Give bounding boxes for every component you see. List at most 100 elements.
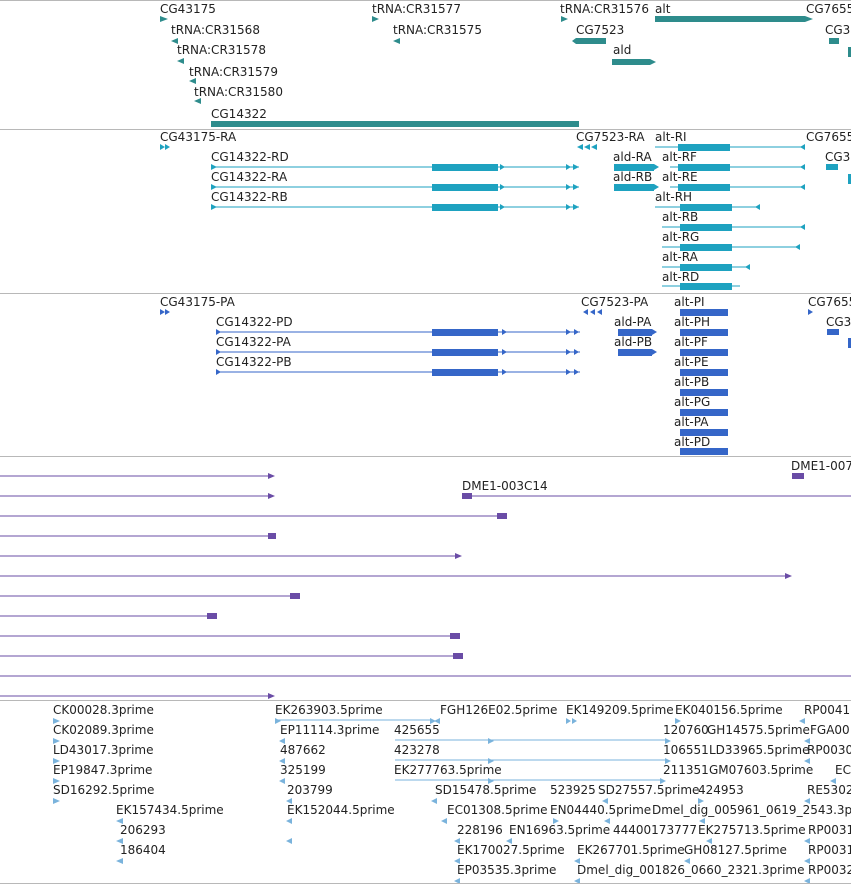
- est-label[interactable]: EC01308.5prime: [447, 803, 548, 817]
- est-label[interactable]: GH14575.5prime: [707, 723, 810, 737]
- est-label[interactable]: 206293: [120, 823, 166, 837]
- est-label[interactable]: 186404: [120, 843, 166, 857]
- est-label[interactable]: FGA00: [810, 723, 850, 737]
- gene-label[interactable]: tRNA:CR31577: [372, 2, 461, 16]
- est-label[interactable]: RE5302: [807, 783, 851, 797]
- gene-label[interactable]: alt: [655, 2, 671, 16]
- protein-label[interactable]: alt-PI: [674, 295, 705, 309]
- protein-label[interactable]: CG14322-PD: [216, 315, 293, 329]
- protein-label[interactable]: ald-PA: [614, 315, 652, 329]
- est-label[interactable]: GH08127.5prime: [684, 843, 787, 857]
- est-label[interactable]: LD43017.3prime: [53, 743, 154, 757]
- gene-label[interactable]: tRNA:CR31580: [194, 85, 283, 99]
- est-label[interactable]: CK00028.3prime: [53, 703, 154, 717]
- protein-label[interactable]: CG14322-PB: [216, 355, 292, 369]
- est-label[interactable]: EC: [835, 763, 851, 777]
- est-label[interactable]: 228196: [457, 823, 503, 837]
- gene-label[interactable]: tRNA:CR31568: [171, 23, 260, 37]
- gene-label[interactable]: CG43175: [160, 2, 216, 16]
- est-label[interactable]: EP19847.3prime: [53, 763, 153, 777]
- est-label[interactable]: EK275713.5prime: [698, 823, 806, 837]
- est-label[interactable]: 203799: [287, 783, 333, 797]
- est-label[interactable]: EK040156.5prime: [675, 703, 783, 717]
- gene-label[interactable]: CG7523: [576, 23, 625, 37]
- gene-label[interactable]: tRNA:CR31576: [560, 2, 649, 16]
- est-label[interactable]: 425655: [394, 723, 440, 737]
- est-label[interactable]: SD16292.5prime: [53, 783, 155, 797]
- alignment-label[interactable]: DME1-003C14: [462, 479, 548, 493]
- est-label[interactable]: 44400173777: [613, 823, 697, 837]
- est-label[interactable]: EN04440.5prime: [550, 803, 652, 817]
- protein-label[interactable]: CG43175-PA: [160, 295, 235, 309]
- protein-label[interactable]: CG7523-PA: [581, 295, 649, 309]
- est-label[interactable]: FGH126E02.5prime: [440, 703, 558, 717]
- transcript-label[interactable]: ald-RA: [613, 150, 652, 164]
- est-label[interactable]: RP0030: [807, 743, 851, 757]
- est-label[interactable]: LD33965.5prime: [709, 743, 810, 757]
- est-label[interactable]: EN16963.5prime: [509, 823, 611, 837]
- est-label[interactable]: EK170027.5prime: [457, 843, 565, 857]
- protein-label[interactable]: CG14322-PA: [216, 335, 291, 349]
- est-label[interactable]: RP0031: [808, 823, 851, 837]
- alignment-label[interactable]: DME1-007: [791, 459, 851, 473]
- transcript-label[interactable]: CG14322-RD: [211, 150, 289, 164]
- gene-label[interactable]: tRNA:CR31579: [189, 65, 278, 79]
- protein-label[interactable]: ald-PB: [614, 335, 653, 349]
- transcript-label[interactable]: alt-RI: [655, 130, 687, 144]
- est-label[interactable]: EK152044.5prime: [287, 803, 395, 817]
- protein-label[interactable]: alt-PB: [674, 375, 710, 389]
- gene-label[interactable]: tRNA:CR31578: [177, 43, 266, 57]
- est-label[interactable]: 106551: [663, 743, 709, 757]
- protein-label[interactable]: alt-PF: [674, 335, 708, 349]
- transcript-label[interactable]: CG43175-RA: [160, 130, 237, 144]
- est-label[interactable]: Dmel_dig_001826_0660_2321.3prime: [577, 863, 805, 877]
- gene-label[interactable]: CG3: [825, 23, 851, 37]
- est-label[interactable]: RP0031: [808, 843, 851, 857]
- est-label[interactable]: GM07603.5prime: [709, 763, 814, 777]
- transcript-label[interactable]: alt-RA: [662, 250, 698, 264]
- protein-label[interactable]: alt-PG: [674, 395, 711, 409]
- transcript-label[interactable]: alt-RH: [655, 190, 693, 204]
- transcript-label[interactable]: alt-RG: [662, 230, 700, 244]
- transcript-label[interactable]: alt-RD: [662, 270, 700, 284]
- est-label[interactable]: EK267701.5prime: [577, 843, 685, 857]
- est-label[interactable]: EK277763.5prime: [394, 763, 502, 777]
- protein-label[interactable]: alt-PD: [674, 435, 711, 449]
- est-label[interactable]: EK157434.5prime: [116, 803, 224, 817]
- gene-label[interactable]: tRNA:CR31575: [393, 23, 482, 37]
- transcript-label[interactable]: alt-RF: [662, 150, 697, 164]
- transcript-label[interactable]: CG14322-RB: [211, 190, 288, 204]
- est-label[interactable]: SD27557.5prime: [598, 783, 700, 797]
- protein-label[interactable]: CG7655: [808, 295, 851, 309]
- gene-label[interactable]: CG14322: [211, 107, 267, 121]
- transcript-label[interactable]: alt-RE: [662, 170, 698, 184]
- est-label[interactable]: 487662: [280, 743, 326, 757]
- gene-label[interactable]: CG7655: [806, 2, 851, 16]
- est-label[interactable]: 325199: [280, 763, 326, 777]
- transcript-label[interactable]: CG7523-RA: [576, 130, 645, 144]
- transcript-label[interactable]: CG7655: [806, 130, 851, 144]
- est-label[interactable]: 423278: [394, 743, 440, 757]
- est-label[interactable]: 424953: [698, 783, 744, 797]
- est-label[interactable]: 211351: [663, 763, 709, 777]
- gene-label[interactable]: ald: [613, 43, 632, 57]
- est-label[interactable]: RP0032: [808, 863, 851, 877]
- est-label[interactable]: EP11114.3prime: [280, 723, 380, 737]
- est-label[interactable]: SD15478.5prime: [435, 783, 537, 797]
- est-label[interactable]: CK02089.3prime: [53, 723, 154, 737]
- protein-label[interactable]: alt-PA: [674, 415, 709, 429]
- transcript-label[interactable]: alt-RB: [662, 210, 699, 224]
- est-label[interactable]: 523925: [550, 783, 596, 797]
- est-label[interactable]: EK263903.5prime: [275, 703, 383, 717]
- protein-label[interactable]: alt-PE: [674, 355, 709, 369]
- transcript-label[interactable]: CG3: [825, 150, 851, 164]
- est-label[interactable]: EK149209.5prime: [566, 703, 674, 717]
- transcript-label[interactable]: ald-RB: [613, 170, 653, 184]
- est-label[interactable]: 120760: [663, 723, 709, 737]
- est-label[interactable]: RP0041: [804, 703, 851, 717]
- protein-label[interactable]: CG3: [826, 315, 851, 329]
- est-label[interactable]: Dmel_dig_005961_0619_2543.3p: [652, 803, 851, 817]
- est-label[interactable]: EP03535.3prime: [457, 863, 557, 877]
- protein-label[interactable]: alt-PH: [674, 315, 710, 329]
- transcript-label[interactable]: CG14322-RA: [211, 170, 288, 184]
